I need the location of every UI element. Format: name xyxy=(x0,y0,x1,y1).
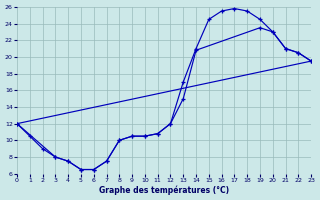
X-axis label: Graphe des températures (°C): Graphe des températures (°C) xyxy=(99,186,229,195)
